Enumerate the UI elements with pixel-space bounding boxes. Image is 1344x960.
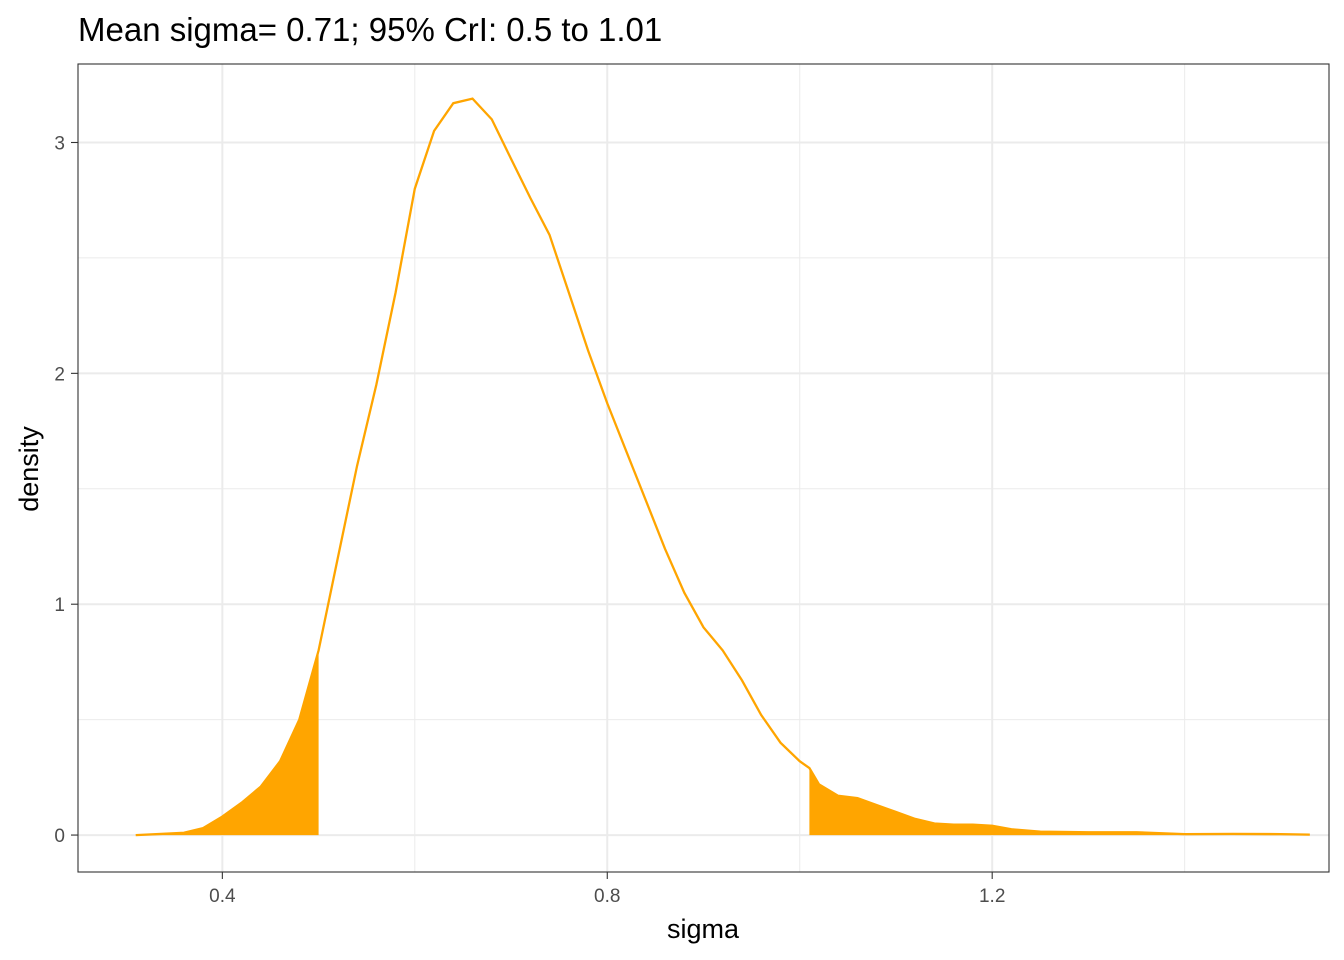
y-axis-ticks: 0 1 2 3 bbox=[54, 133, 78, 847]
upper-tail-fill bbox=[809, 768, 1310, 836]
y-tick-label: 1 bbox=[54, 595, 65, 616]
panel-border bbox=[77, 63, 1330, 873]
grid-lines bbox=[78, 64, 1329, 872]
density-curve bbox=[135, 97, 1310, 837]
x-tick-label: 0.8 bbox=[594, 886, 620, 907]
x-tick-label: 0.4 bbox=[209, 886, 236, 907]
y-tick-label: 2 bbox=[54, 364, 65, 385]
lower-tail-fill bbox=[135, 650, 319, 836]
y-tick-label: 0 bbox=[54, 826, 65, 847]
x-axis-label: sigma bbox=[667, 914, 740, 944]
chart-title: Mean sigma= 0.71; 95% CrI: 0.5 to 1.01 bbox=[78, 11, 662, 48]
x-tick-label: 1.2 bbox=[979, 886, 1005, 907]
x-axis-ticks: 0.4 0.8 1.2 bbox=[209, 872, 1005, 907]
credible-interval-tails bbox=[135, 650, 1310, 836]
y-axis-label: density bbox=[14, 426, 44, 512]
y-tick-label: 3 bbox=[54, 133, 65, 154]
